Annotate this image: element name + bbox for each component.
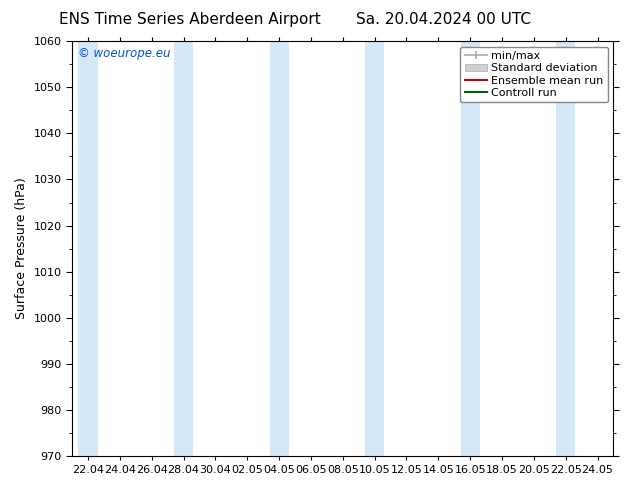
Bar <box>269 41 288 456</box>
Legend: min/max, Standard deviation, Ensemble mean run, Controll run: min/max, Standard deviation, Ensemble me… <box>460 47 608 102</box>
Text: © woeurope.eu: © woeurope.eu <box>77 48 170 60</box>
Bar <box>556 41 575 456</box>
Y-axis label: Surface Pressure (hPa): Surface Pressure (hPa) <box>15 178 28 319</box>
Bar <box>460 41 480 456</box>
Text: Sa. 20.04.2024 00 UTC: Sa. 20.04.2024 00 UTC <box>356 12 531 27</box>
Bar <box>79 41 98 456</box>
Bar <box>365 41 384 456</box>
Text: ENS Time Series Aberdeen Airport: ENS Time Series Aberdeen Airport <box>60 12 321 27</box>
Bar <box>174 41 193 456</box>
